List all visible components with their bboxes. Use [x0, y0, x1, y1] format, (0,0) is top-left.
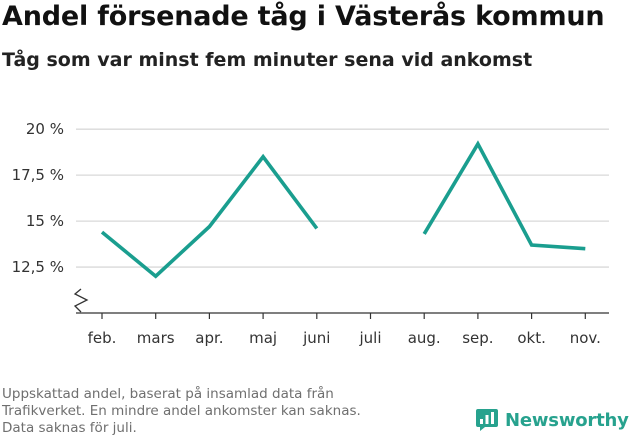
x-tick-label: juni — [302, 329, 330, 347]
line-chart: 12,5 % 15 % 17,5 % 20 % feb. mars apr. maj juni… — [12, 120, 609, 347]
chart-title: Andel försenade tåg i Västerås kommun — [2, 1, 605, 32]
y-axis-tick-labels: 12,5 % 15 % 17,5 % 20 % — [12, 120, 64, 276]
footnote: Uppskattad andel, baserat på insamlad da… — [2, 386, 442, 437]
footnote-line: Uppskattad andel, baserat på insamlad da… — [2, 386, 334, 402]
y-tick-label: 17,5 % — [12, 166, 64, 184]
y-tick-label: 20 % — [26, 120, 64, 138]
series-line-segment — [100, 153, 319, 279]
series-lines — [100, 140, 586, 279]
x-tick-label: maj — [249, 329, 277, 347]
x-tick-label: okt. — [517, 329, 546, 347]
brand-logo: Newsworthy — [476, 408, 629, 432]
x-tick-label: mars — [137, 329, 175, 347]
y-tick-label: 15 % — [26, 212, 64, 230]
y-tick-label: 12,5 % — [12, 258, 64, 276]
x-tick-label: apr. — [195, 329, 223, 347]
x-tick-label: feb. — [88, 329, 117, 347]
footnote-line: Data saknas för juli. — [2, 420, 137, 436]
y-axis-break-icon — [73, 288, 89, 313]
chart-subtitle: Tåg som var minst fem minuter sena vid a… — [2, 49, 533, 71]
x-tick-label: nov. — [570, 329, 601, 347]
x-tick-label: juli — [358, 329, 381, 347]
series-line-segment — [422, 140, 586, 251]
x-tick-label: sep. — [462, 329, 493, 347]
x-tick-label: aug. — [408, 329, 441, 347]
bar-chart-speech-bubble-icon — [476, 409, 498, 431]
footnote-line: Trafikverket. En mindre andel ankomster … — [2, 403, 361, 419]
x-axis-tick-labels: feb. mars apr. maj juni juli aug. sep. okt. nov. — [88, 313, 601, 347]
x-axis — [73, 288, 609, 314]
brand-name: Newsworthy — [505, 409, 629, 431]
gridlines — [76, 128, 609, 268]
